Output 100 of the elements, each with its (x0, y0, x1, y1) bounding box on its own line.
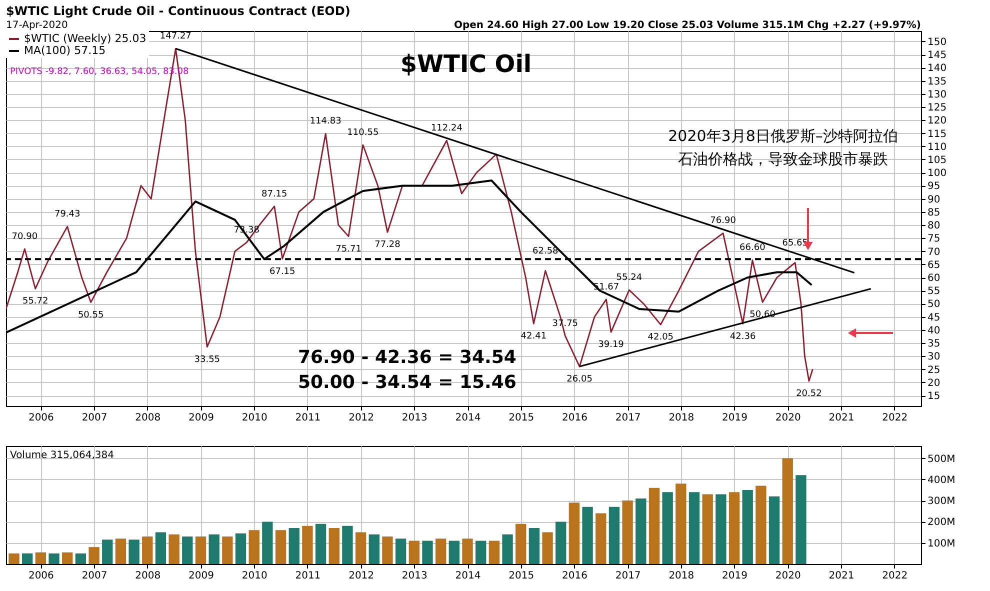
annotation: 75.71 (336, 244, 362, 254)
annotation: 110.55 (347, 128, 379, 138)
x-tick-label: 2022 (882, 412, 908, 424)
x-tick-label: 2020 (775, 412, 801, 424)
annotation: 114.83 (310, 116, 342, 127)
y-tick-label: 115 (928, 128, 947, 140)
annotation: 55.24 (616, 272, 642, 283)
bar (582, 506, 593, 564)
y-tick-label: 40 (928, 325, 940, 336)
annotation: 2020年3月8日俄罗斯–沙特阿拉伯 (668, 127, 898, 145)
x-tick-label: 2008 (135, 570, 161, 582)
bar (702, 494, 713, 564)
text: $WTIC Oil (400, 50, 532, 78)
bar (568, 502, 580, 564)
bar (35, 552, 46, 564)
y-tick-label: 80 (928, 220, 940, 232)
y-tick-label: 20 (928, 378, 940, 389)
bar (476, 540, 486, 564)
x-tick-label: 2013 (402, 412, 428, 424)
y-tick-label: 120 (928, 116, 947, 127)
y-tick-label: 15 (928, 391, 940, 402)
bar (235, 533, 246, 564)
y-tick-label: 125 (928, 102, 947, 114)
bar (115, 538, 126, 564)
y-tick-label: 95 (928, 181, 940, 192)
bar (422, 540, 433, 564)
x-tick-label: 2012 (348, 412, 374, 424)
bar (195, 536, 206, 564)
y-tick-label: 135 (928, 76, 947, 88)
bar (355, 532, 366, 564)
bar (248, 530, 260, 564)
x-tick-label: 2015 (508, 412, 534, 424)
y-tick-label: 30 (928, 352, 940, 363)
annotation: 112.24 (430, 124, 463, 134)
bar (395, 538, 406, 564)
bar (782, 458, 793, 564)
bar (22, 553, 33, 564)
bar (62, 552, 73, 564)
x-tick-label: 2012 (348, 570, 374, 582)
y-tick-label: 105 (928, 154, 947, 166)
y-tick-label: 45 (928, 312, 940, 324)
bar (502, 534, 513, 564)
bar (128, 540, 140, 564)
bar (342, 526, 353, 564)
bar (728, 492, 740, 564)
y-tick-label: 200M (928, 517, 956, 528)
x-tick-label: 2018 (668, 570, 694, 582)
bar (8, 553, 20, 564)
text: 17-Apr-2020 (6, 20, 68, 31)
bar (542, 532, 553, 564)
bar (716, 494, 726, 564)
y-tick-label: 25 (928, 364, 940, 376)
bar (302, 526, 313, 564)
annotation: 42.05 (648, 332, 674, 343)
y-tick-label: 75 (928, 234, 940, 245)
bar (688, 492, 700, 564)
annotation: 石油价格战，导致金球股市暴跌 (678, 150, 888, 168)
x-tick-label: 2018 (668, 412, 694, 424)
bar (275, 530, 286, 564)
y-tick-label: 110 (928, 142, 947, 153)
bar (742, 490, 753, 564)
annotation: 87.15 (261, 189, 288, 200)
y-tick-label: 100 (928, 168, 947, 180)
bar (155, 532, 166, 564)
annotation: 39.19 (598, 340, 624, 350)
y-tick-label: 85 (928, 207, 940, 218)
annotation: 76.90 - 42.36 = 34.54 (298, 347, 516, 368)
bar (208, 534, 220, 564)
x-tick-label: 2020 (775, 570, 801, 582)
x-tick-label: 2006 (28, 412, 54, 424)
x-tick-label: 2011 (295, 570, 321, 582)
annotation: 20.52 (796, 389, 822, 400)
bar (182, 536, 193, 564)
y-tick-label: 300M (928, 496, 956, 508)
x-tick-label: 2011 (295, 412, 321, 424)
annotation: 79.43 (54, 210, 80, 220)
x-tick-label: 2008 (135, 412, 161, 424)
x-tick-label: 2009 (188, 412, 214, 424)
x-tick-label: 2019 (722, 412, 748, 424)
y-tick-label: 50 (928, 299, 940, 310)
bar (102, 540, 113, 564)
x-tick-label: 2019 (722, 570, 748, 582)
y-tick-label: 60 (928, 273, 940, 284)
bar (608, 506, 620, 564)
bar (48, 553, 60, 564)
x-tick-label: 2017 (615, 412, 641, 424)
bar (556, 522, 566, 564)
x-tick-label: 2021 (828, 570, 854, 582)
bar (662, 492, 673, 564)
y-tick-label: 145 (928, 50, 947, 62)
x-tick-label: 2015 (508, 570, 534, 582)
bar (462, 538, 473, 564)
y-tick-label: 90 (928, 194, 940, 206)
bar (622, 500, 633, 564)
bar (796, 475, 806, 564)
bar (648, 488, 660, 564)
annotation: 77.28 (374, 240, 401, 250)
bar (142, 536, 153, 564)
annotation: 66.60 (740, 243, 766, 254)
annotation: 76.90 (710, 216, 736, 226)
